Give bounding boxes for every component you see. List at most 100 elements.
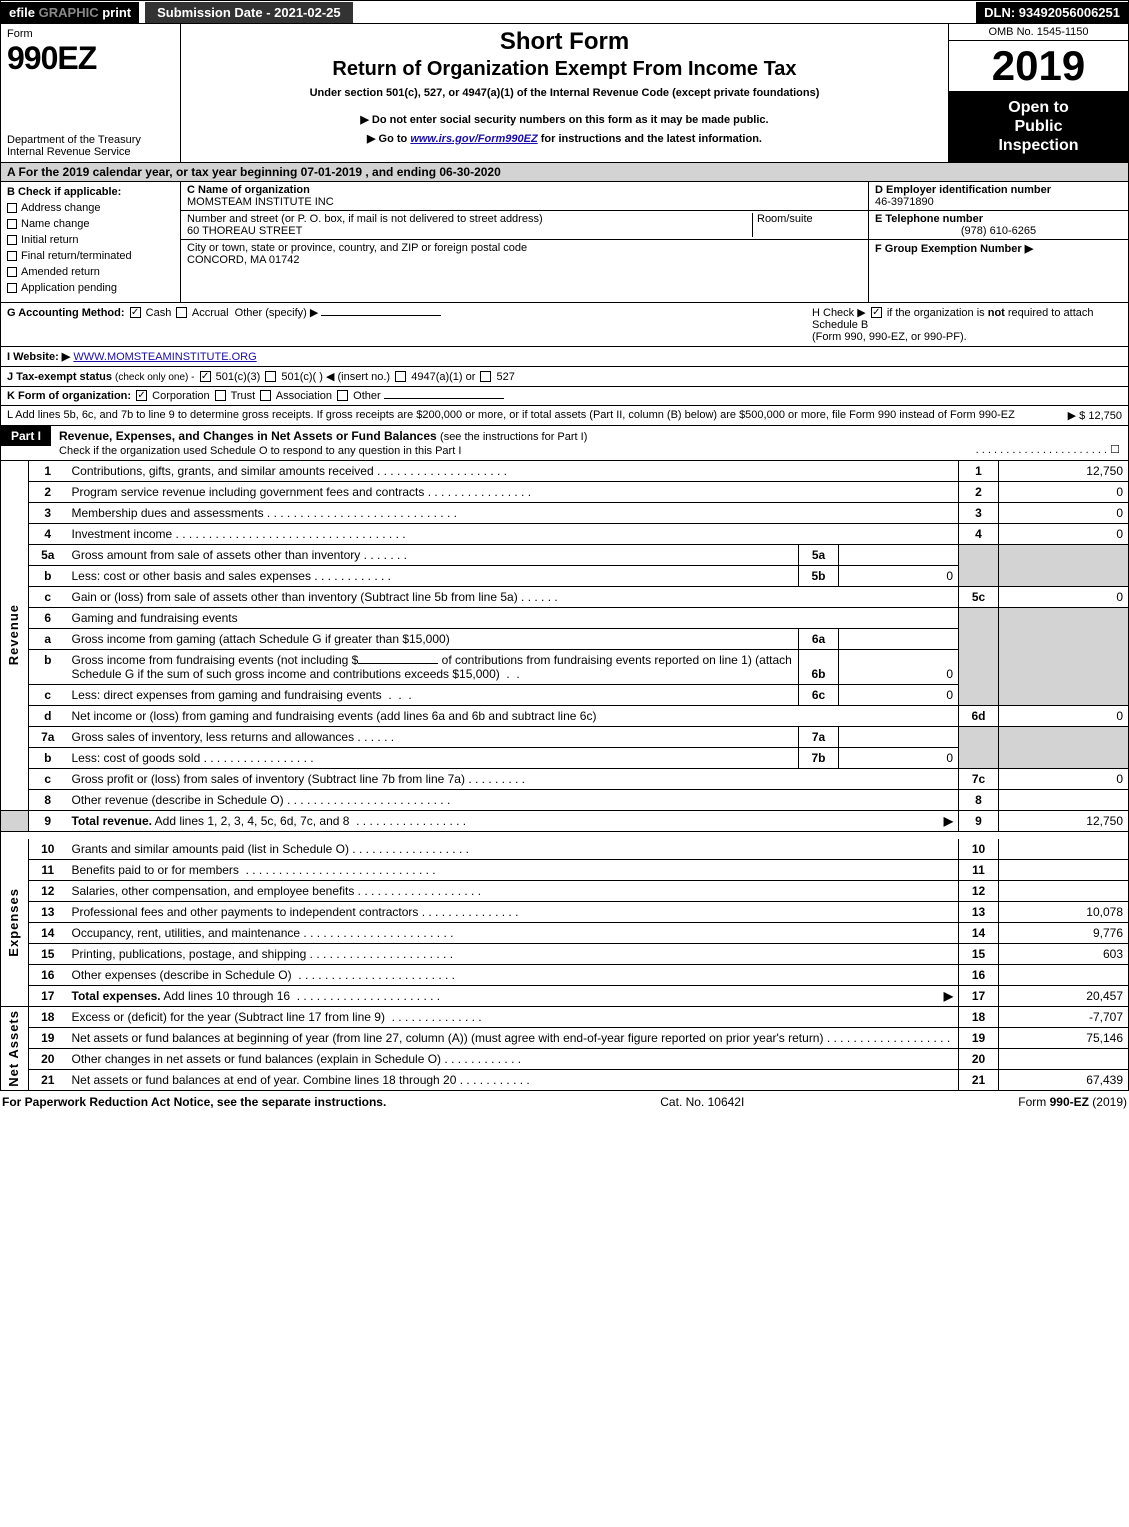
line-21: 21 Net assets or fund balances at end of… — [1, 1070, 1129, 1091]
E-tel-lbl: E Telephone number — [875, 213, 1122, 225]
line-5c: c Gain or (loss) from sale of assets oth… — [1, 586, 1129, 607]
line-1: Revenue 1 Contributions, gifts, grants, … — [1, 461, 1129, 482]
I-label: I Website: ▶ — [7, 351, 70, 363]
col-DEF: D Employer identification number 46-3971… — [868, 182, 1128, 302]
chk-final-return[interactable]: Final return/terminated — [21, 250, 174, 262]
line-19: 19 Net assets or fund balances at beginn… — [1, 1028, 1129, 1049]
chk-H[interactable] — [871, 307, 882, 318]
part-I-sub: (see the instructions for Part I) — [440, 431, 587, 443]
part-I-title: Revenue, Expenses, and Changes in Net As… — [59, 429, 437, 443]
chk-assoc[interactable] — [260, 390, 271, 401]
goto-pre: ▶ Go to — [367, 133, 410, 145]
line-4: 4 Investment income . . . . . . . . . . … — [1, 523, 1129, 544]
chk-amended-return[interactable]: Amended return — [21, 266, 174, 278]
line-13: 13 Professional fees and other payments … — [1, 902, 1129, 923]
submission-date: Submission Date - 2021-02-25 — [145, 2, 353, 23]
line-8: 8 Other revenue (describe in Schedule O)… — [1, 789, 1129, 810]
C-addr: 60 THOREAU STREET — [187, 225, 752, 237]
row-L: L Add lines 5b, 6c, and 7b to line 9 to … — [0, 406, 1129, 426]
line-12: 12 Salaries, other compensation, and emp… — [1, 881, 1129, 902]
line-10: Expenses 10 Grants and similar amounts p… — [1, 839, 1129, 860]
chk-cash[interactable] — [130, 307, 141, 318]
chk-501c[interactable] — [265, 371, 276, 382]
L-val: ▶ $ 12,750 — [1058, 409, 1122, 422]
chk-application-pending[interactable]: Application pending — [21, 282, 174, 294]
footer-right: Form 990-EZ (2019) — [1018, 1095, 1127, 1109]
E-tel: (978) 610-6265 — [875, 225, 1122, 237]
short-form-title: Short Form — [189, 28, 940, 56]
form-header: Form 990EZ Department of the Treasury In… — [0, 24, 1129, 163]
col-C: C Name of organization MOMSTEAM INSTITUT… — [181, 182, 868, 302]
line-11: 11 Benefits paid to or for members . . .… — [1, 860, 1129, 881]
chk-name-change[interactable]: Name change — [21, 218, 174, 230]
chk-trust[interactable] — [215, 390, 226, 401]
footer-mid: Cat. No. 10642I — [660, 1095, 744, 1109]
line-14: 14 Occupancy, rent, utilities, and maint… — [1, 923, 1129, 944]
goto-post: for instructions and the latest informat… — [541, 133, 762, 145]
C-name: MOMSTEAM INSTITUTE INC — [187, 196, 862, 208]
website-link[interactable]: WWW.MOMSTEAMINSTITUTE.ORG — [73, 351, 256, 363]
header-left: Form 990EZ Department of the Treasury In… — [1, 24, 181, 162]
D-ein-lbl: D Employer identification number — [875, 184, 1122, 196]
line-3: 3 Membership dues and assessments . . . … — [1, 502, 1129, 523]
chk-corp[interactable] — [136, 390, 147, 401]
efile-mid: GRAPHIC — [39, 5, 99, 20]
chk-other-org[interactable] — [337, 390, 348, 401]
chk-accrual[interactable] — [176, 307, 187, 318]
chk-501c3[interactable] — [200, 371, 211, 382]
line-2: 2 Program service revenue including gove… — [1, 481, 1129, 502]
row-A-taxyear: A For the 2019 calendar year, or tax yea… — [0, 163, 1129, 182]
C-city: CONCORD, MA 01742 — [187, 254, 862, 266]
line-5a: 5a Gross amount from sale of assets othe… — [1, 544, 1129, 565]
row-G: G Accounting Method: Cash Accrual Other … — [7, 306, 441, 319]
line-15: 15 Printing, publications, postage, and … — [1, 944, 1129, 965]
efile-suffix: print — [102, 5, 131, 20]
dln: DLN: 93492056006251 — [976, 2, 1128, 23]
chk-527[interactable] — [480, 371, 491, 382]
part-I-label: Part I — [1, 426, 51, 446]
chk-address-change[interactable]: Address change — [21, 202, 174, 214]
C-addr-lbl: Number and street (or P. O. box, if mail… — [187, 213, 752, 225]
line-6d: d Net income or (loss) from gaming and f… — [1, 705, 1129, 726]
C-room-lbl: Room/suite — [752, 213, 862, 237]
line-9: 9 Total revenue. Add lines 1, 2, 3, 4, 5… — [1, 810, 1129, 831]
dept-treasury: Department of the Treasury — [7, 134, 174, 146]
chk-initial-return[interactable]: Initial return — [21, 234, 174, 246]
line-17: 17 Total expenses. Add lines 10 through … — [1, 986, 1129, 1007]
D-ein: 46-3971890 — [875, 196, 1122, 208]
G-label: G Accounting Method: — [7, 307, 125, 319]
goto-link[interactable]: www.irs.gov/Form990EZ — [410, 133, 537, 145]
goto-row: ▶ Go to www.irs.gov/Form990EZ for instru… — [189, 132, 940, 145]
dept-irs: Internal Revenue Service — [7, 146, 174, 158]
tax-year: 2019 — [949, 41, 1128, 92]
chk-4947[interactable] — [395, 371, 406, 382]
page-footer: For Paperwork Reduction Act Notice, see … — [0, 1091, 1129, 1113]
line-6: 6 Gaming and fundraising events — [1, 607, 1129, 628]
header-right: OMB No. 1545-1150 2019 Open to Public In… — [948, 24, 1128, 162]
under-section: Under section 501(c), 527, or 4947(a)(1)… — [189, 87, 940, 99]
top-bar: efile GRAPHIC print Submission Date - 20… — [0, 0, 1129, 24]
line-16: 16 Other expenses (describe in Schedule … — [1, 965, 1129, 986]
open-line3: Inspection — [953, 136, 1124, 155]
L-text: L Add lines 5b, 6c, and 7b to line 9 to … — [7, 409, 1058, 422]
open-line1: Open to — [953, 98, 1124, 117]
efile-tag: efile GRAPHIC print — [1, 2, 139, 23]
B-title: B Check if applicable: — [7, 186, 174, 198]
row-K: K Form of organization: Corporation Trus… — [0, 387, 1129, 406]
open-to-public: Open to Public Inspection — [949, 92, 1128, 162]
form-word: Form — [7, 28, 174, 40]
part-I-header: Part I Revenue, Expenses, and Changes in… — [0, 426, 1129, 461]
J-label: J Tax-exempt status — [7, 371, 112, 383]
lines-table: Revenue 1 Contributions, gifts, grants, … — [0, 461, 1129, 1092]
line-7a: 7a Gross sales of inventory, less return… — [1, 726, 1129, 747]
col-B: B Check if applicable: Address change Na… — [1, 182, 181, 302]
meta-rows: G Accounting Method: Cash Accrual Other … — [0, 303, 1129, 426]
row-I: I Website: ▶ WWW.MOMSTEAMINSTITUTE.ORG — [0, 347, 1129, 367]
row-H: H Check ▶ if the organization is not req… — [802, 306, 1122, 343]
open-line2: Public — [953, 117, 1124, 136]
return-of-title: Return of Organization Exempt From Incom… — [189, 58, 940, 81]
part-I-check: Check if the organization used Schedule … — [59, 445, 461, 457]
line-7c: c Gross profit or (loss) from sales of i… — [1, 768, 1129, 789]
K-label: K Form of organization: — [7, 390, 131, 402]
header-center: Short Form Return of Organization Exempt… — [181, 24, 948, 162]
